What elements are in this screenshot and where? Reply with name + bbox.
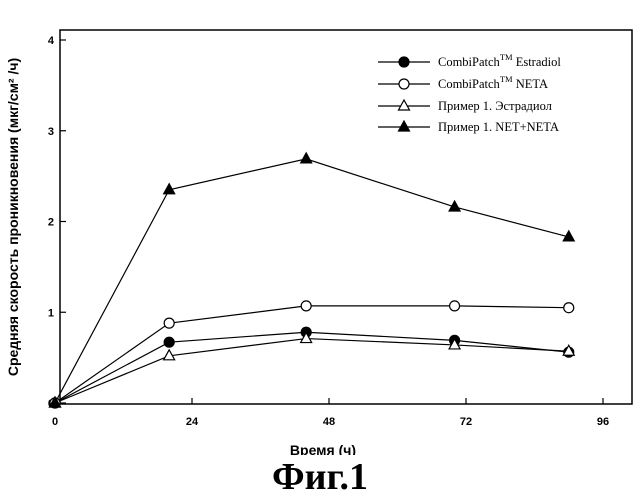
x-axis: 0 24 48 72 96	[52, 398, 609, 428]
legend-label-main: Пример 1. Эстрадиол	[438, 99, 552, 113]
legend-label-sup: TM	[500, 52, 513, 62]
chart: 01234 024487296 CombiPatchTM EstradiolCo…	[0, 0, 640, 455]
legend-label-main: CombiPatch	[438, 77, 501, 91]
y-tick-label: 3	[48, 126, 54, 138]
legend-marker	[399, 100, 410, 110]
x-tick-label: 24	[186, 416, 199, 428]
legend-label-main: Пример 1. NET+NETA	[438, 120, 559, 134]
y-axis-label: Средняя скорость проникновения (мкг/см² …	[5, 58, 21, 376]
legend-label-rest: Estradiol	[513, 55, 562, 69]
figure-caption: Фиг.1	[0, 455, 640, 499]
legend-label: CombiPatchTM Estradiol	[438, 52, 561, 69]
x-tick-label: 48	[323, 416, 335, 428]
legend-label: CombiPatchTM NETA	[438, 74, 548, 91]
data-point-s2-5	[564, 303, 574, 313]
x-tick-label: 96	[597, 416, 609, 428]
legend-label-sup: TM	[500, 74, 513, 84]
legend-label-main: CombiPatch	[438, 55, 501, 69]
series-line-2	[55, 306, 569, 403]
data-point-s2-4	[450, 301, 460, 311]
series-markers	[50, 153, 575, 408]
data-point-s2-3	[301, 301, 311, 311]
data-point-s4-3	[301, 153, 312, 163]
y-tick-label: 2	[48, 217, 54, 229]
x-tick-label: 0	[52, 416, 58, 428]
x-tick-label: 72	[460, 416, 472, 428]
series-lines	[55, 159, 569, 403]
legend-label: Пример 1. Эстрадиол	[438, 99, 552, 113]
data-point-s2-2	[164, 318, 174, 328]
legend-label-rest: NETA	[513, 77, 548, 91]
data-point-s1-2	[164, 337, 174, 347]
y-axis: 01234	[48, 35, 66, 410]
legend: CombiPatchTM EstradiolCombiPatchTM NETAП…	[378, 52, 561, 134]
series-line-4	[55, 159, 569, 403]
legend-marker	[399, 79, 409, 89]
y-tick-label: 4	[48, 35, 55, 47]
legend-marker	[399, 57, 409, 67]
x-axis-label: Время (ч)	[290, 442, 356, 455]
y-tick-label: 1	[48, 307, 54, 319]
legend-marker	[399, 121, 410, 131]
legend-label: Пример 1. NET+NETA	[438, 120, 559, 134]
series-line-3	[55, 339, 569, 403]
